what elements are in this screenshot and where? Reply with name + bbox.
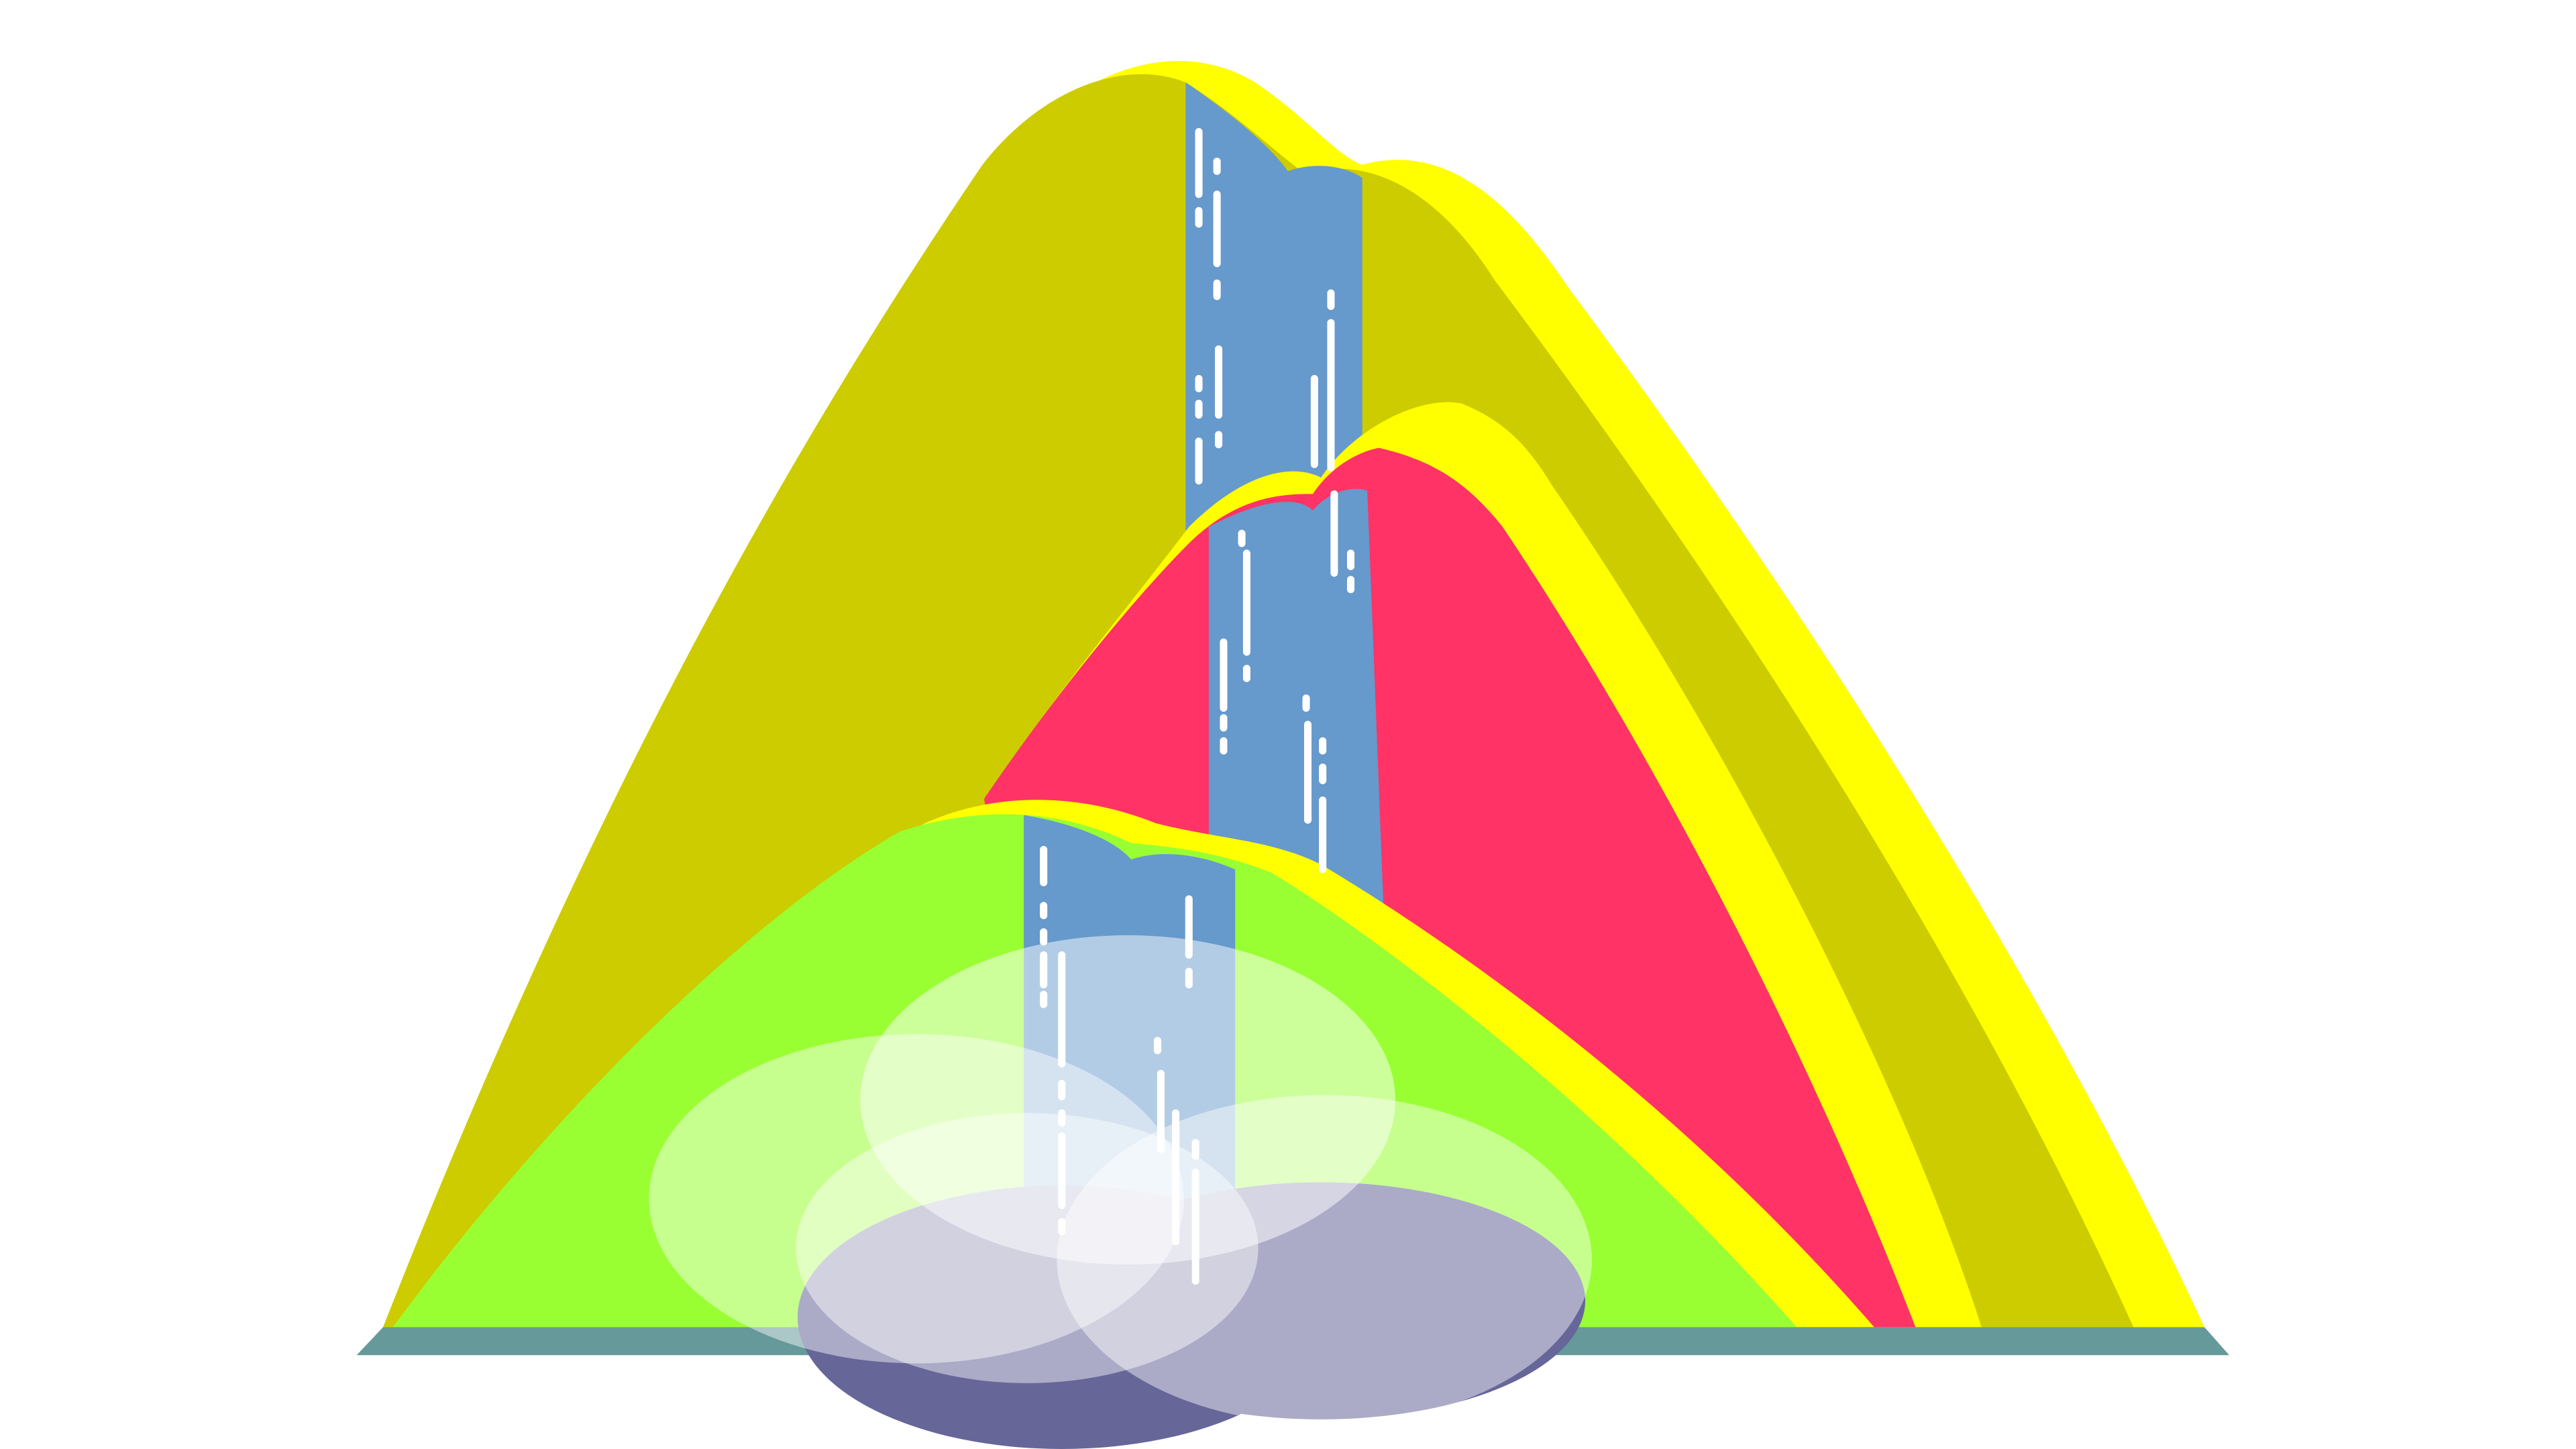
mist-cloud-left	[649, 1034, 1184, 1364]
mist-cloud-center	[796, 1113, 1258, 1383]
mist-cloud-right	[1057, 1095, 1592, 1425]
middle-waterfall	[1208, 488, 1384, 914]
mist-cloud-top	[860, 935, 1395, 1265]
mist	[649, 935, 1592, 1425]
